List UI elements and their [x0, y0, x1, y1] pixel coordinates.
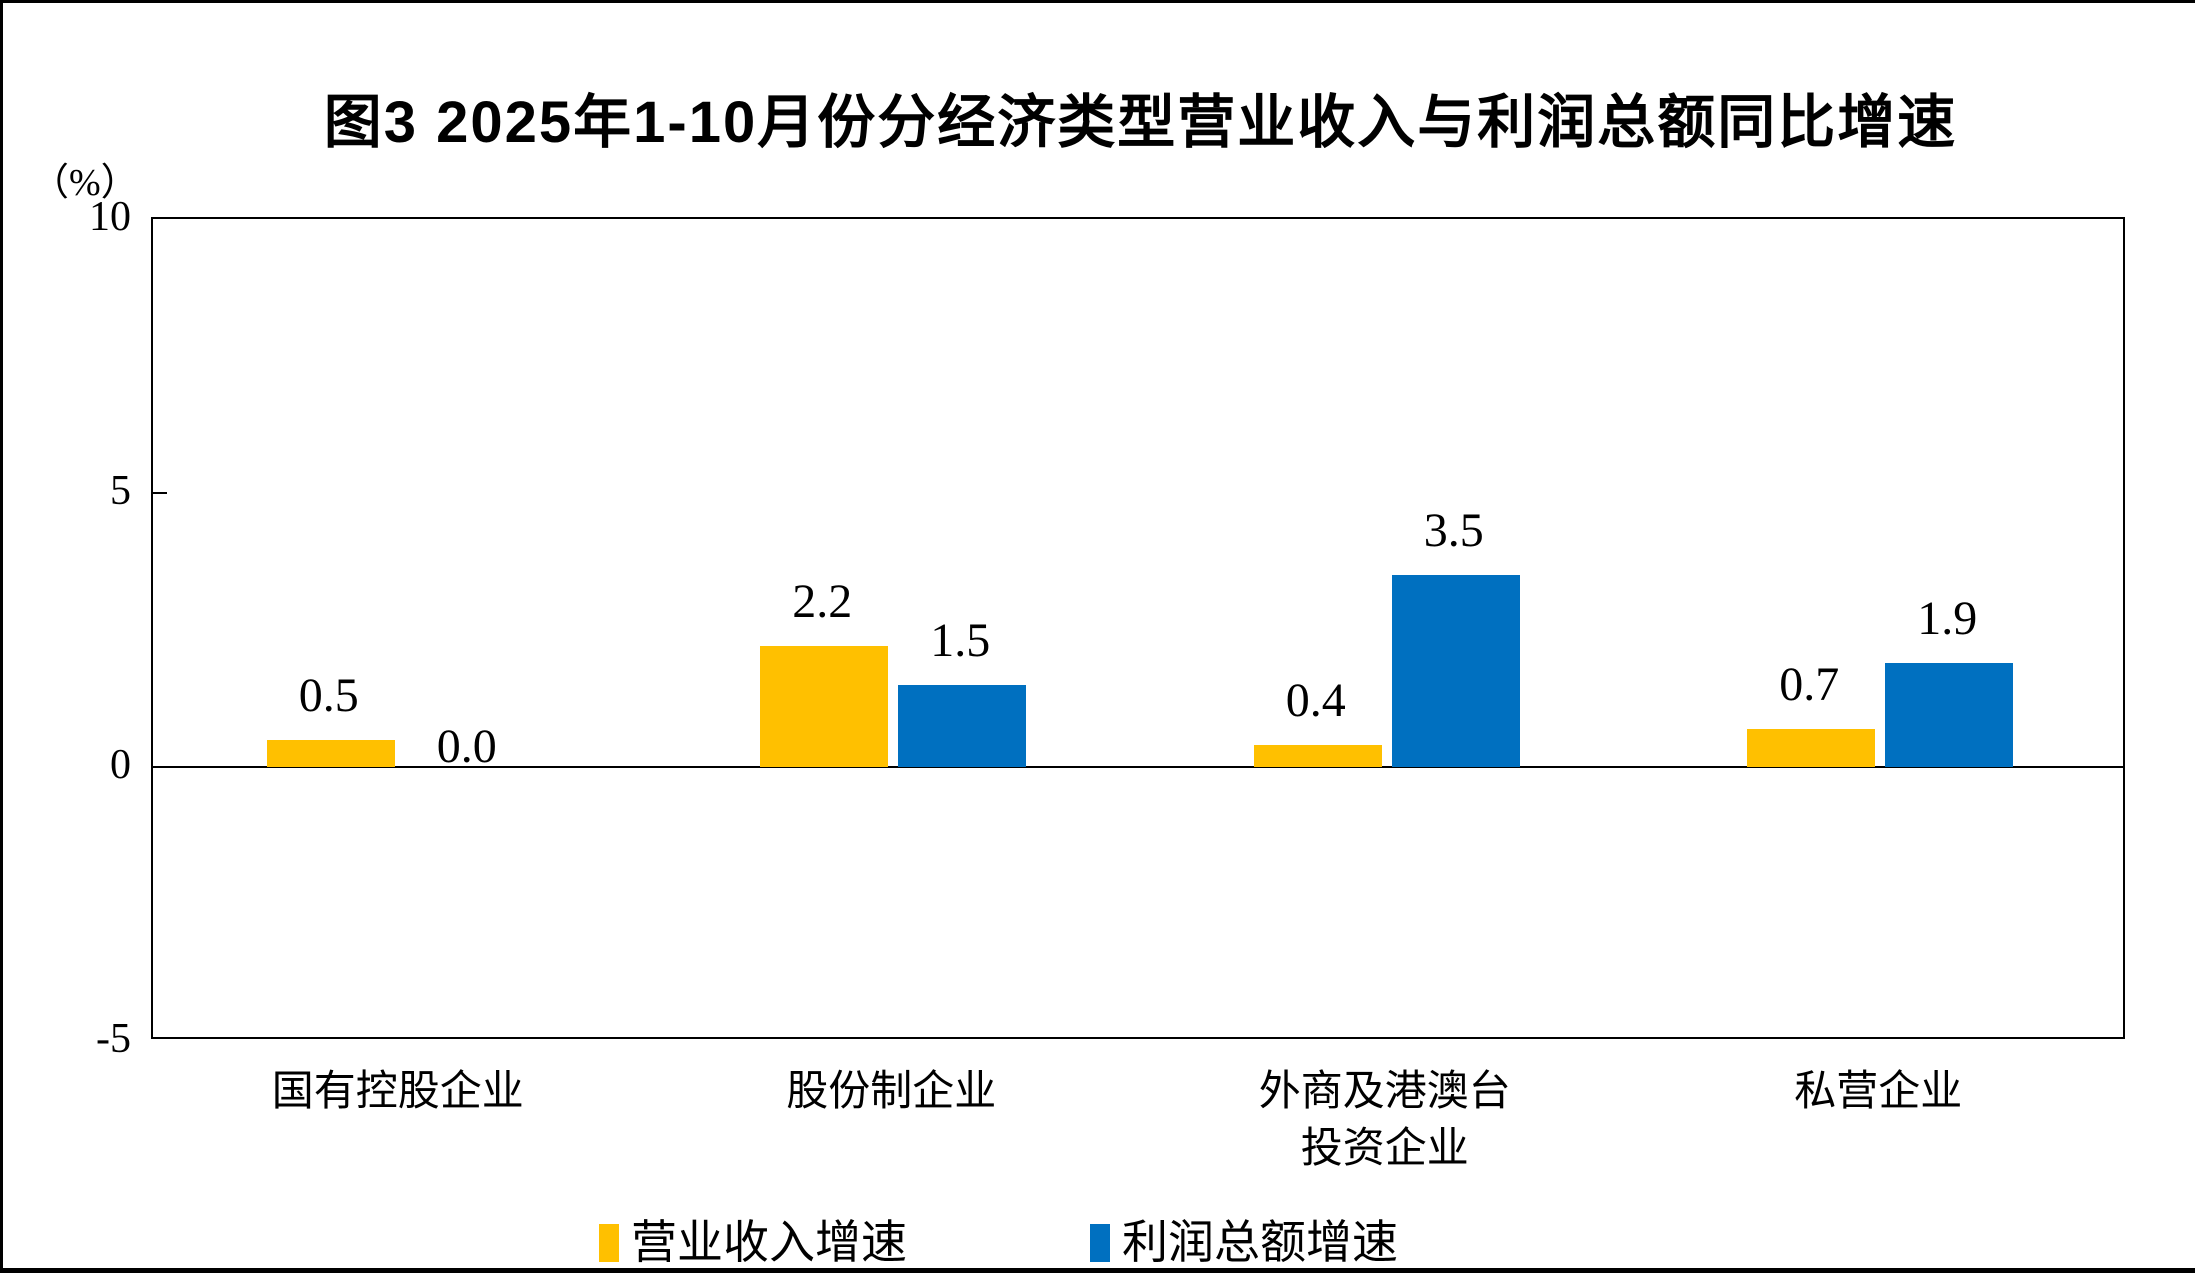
y-axis-tick-label: 0 [110, 742, 131, 788]
legend-label: 营业收入增速 [631, 1217, 907, 1268]
bar-value-label: 0.0 [436, 720, 497, 773]
bar-series2-group2 [898, 684, 1027, 767]
bar-series1-group2 [760, 646, 889, 768]
y-axis-tick-label: 5 [110, 468, 131, 514]
y-axis-tick-label: 10 [89, 194, 131, 240]
category-label: 国有控股企业 [271, 1069, 524, 1115]
legend: 营业收入增速 利润总额增速 [3, 1215, 2195, 1268]
bar-value-label: 2.2 [792, 575, 853, 629]
bar-value-label: 0.5 [298, 668, 359, 722]
bar-value-label: 0.4 [1285, 674, 1346, 728]
legend-swatch-icon [1090, 1224, 1110, 1262]
legend-label: 利润总额增速 [1122, 1217, 1398, 1268]
category-label: 外商及港澳台 [1258, 1069, 1511, 1115]
y-axis-tick-label: -5 [96, 1016, 131, 1062]
bar-series2-group4 [1885, 662, 2014, 767]
bar-value-label: 3.5 [1423, 504, 1484, 558]
category-label: 私营企业 [1794, 1069, 1963, 1115]
bar-series2-group3 [1391, 575, 1520, 768]
category-label: 股份制企业 [786, 1069, 997, 1115]
bar-value-label: 1.9 [1917, 591, 1978, 645]
chart-title: 图3 2025年1-10月份分经济类型营业收入与利润总额同比增速 [323, 90, 1958, 155]
y-axis-tick-mark [153, 492, 167, 494]
bar-series1-group4 [1747, 728, 1876, 767]
plot-area [151, 217, 2125, 1039]
zero-baseline [153, 766, 2123, 768]
bar-series1-group3 [1253, 745, 1382, 768]
bar-value-label: 1.5 [930, 613, 991, 667]
y-axis-unit-label: （%） [31, 162, 139, 204]
bar-series1-group1 [266, 739, 395, 767]
legend-item: 利润总额增速 [1090, 1215, 1398, 1268]
legend-item: 营业收入增速 [599, 1215, 907, 1268]
legend-swatch-icon [599, 1224, 619, 1262]
bar-value-label: 0.7 [1779, 657, 1840, 711]
category-label: 投资企业 [1300, 1126, 1469, 1172]
